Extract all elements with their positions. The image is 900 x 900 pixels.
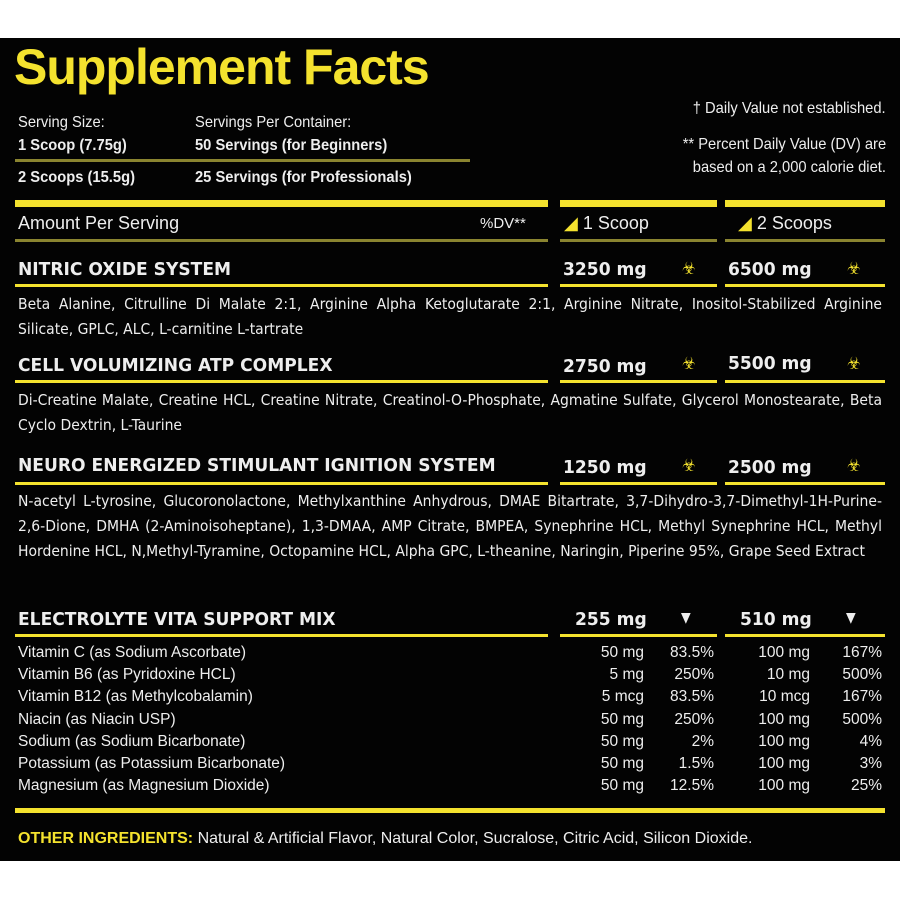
amount-per-serving: Amount Per Serving [18,213,180,233]
thick-bar [15,200,548,207]
servings-per-container-label: Servings Per Container: [195,114,352,131]
dv-1: 2% [691,732,714,750]
amount-2: 100 mg [758,732,810,750]
servings-1: 50 Servings (for Beginners) [195,137,388,154]
divider [15,284,548,287]
dv-header: %DV** [480,215,526,232]
section-name: NEURO ENERGIZED STIMULANT IGNITION SYSTE… [18,455,496,476]
dv-2: 4% [859,732,882,750]
divider [560,482,717,485]
dv-2: 500% [842,666,882,684]
dv-2: 167% [842,688,882,706]
divider [725,482,885,485]
divider [15,634,548,637]
divider [560,380,717,383]
dv-2: 500% [842,710,882,728]
col2-header: 2 Scoops [756,213,832,233]
scoop-icon: ◢ [738,213,752,233]
section-value-1: 1250 mg [563,457,647,478]
vitamin-name: Vitamin B12 (as Methylcobalamin) [18,688,253,706]
amount-1: 5 mcg [601,688,644,706]
dv-note-1: ** Percent Daily Value (DV) are [682,136,886,153]
section-name: NITRIC OXIDE SYSTEM [18,259,232,280]
divider [725,634,885,637]
amount-2: 100 mg [758,710,810,728]
vitamin-name: Potassium (as Potassium Bicarbonate) [18,755,286,772]
serving-size-label: Serving Size: [18,114,105,131]
amount-1: 50 mg [600,644,644,661]
biohazard-icon: ☣ [847,259,861,279]
dv-1: 1.5% [678,755,714,772]
section-value-2: 5500 mg [728,353,812,374]
serving-size-2: 2 Scoops (15.5g) [18,169,135,186]
section-value-1: 2750 mg [563,356,647,377]
thick-bar [560,200,717,207]
page-title: Supplement Facts [14,39,430,95]
section-name: CELL VOLUMIZING ATP COMPLEX [18,355,333,376]
divider [15,159,470,162]
divider [725,239,885,242]
section-value-1: 255 mg [575,609,647,630]
thick-bar [725,200,885,207]
amount-2: 10 mg [766,666,810,684]
divider [725,284,885,287]
amount-2: 100 mg [758,755,810,772]
amount-2: 10 mcg [759,688,810,706]
section-value-2: 2500 mg [728,457,812,478]
biohazard-icon: ☣ [682,354,696,374]
section-value-2: 510 mg [740,609,812,630]
amount-1: 50 mg [600,732,644,750]
dv-2: 3% [859,755,882,772]
section-value-2: 6500 mg [728,259,812,280]
dv-2: 25% [850,777,882,795]
triangle-down-icon: ▼ [846,610,856,626]
amount-1: 50 mg [600,755,644,772]
biohazard-icon: ☣ [847,456,861,476]
divider [15,482,548,485]
dv-1: 12.5% [670,777,714,795]
section-name: ELECTROLYTE VITA SUPPORT MIX [18,609,336,630]
section-ingredients: Beta Alanine, Citrulline Di Malate 2:1, … [18,295,882,338]
serving-size-1: 1 Scoop (7.75g) [18,137,127,154]
bottom-bar [15,808,885,813]
servings-2: 25 Servings (for Professionals) [195,169,412,186]
scoop-icon: ◢ [564,213,578,233]
dv-1: 83.5% [670,644,714,661]
amount-1: 5 mg [609,666,644,684]
divider [15,380,548,383]
amount-2: 100 mg [758,644,810,661]
vitamin-name: Vitamin C (as Sodium Ascorbate) [18,644,247,661]
amount-1: 50 mg [600,710,644,728]
dagger-note: † Daily Value not established. [693,100,886,117]
divider [725,380,885,383]
dv-1: 250% [674,710,714,728]
section-ingredients: N-acetyl L-tyrosine, Glucoronolactone, M… [18,492,882,560]
divider [560,239,717,242]
supplement-facts-panel: Supplement Facts Serving Size: Servings … [0,38,900,861]
section-ingredients: Di-Creatine Malate, Creatine HCL, Creati… [18,391,882,434]
amount-2: 100 mg [758,777,810,795]
divider [560,634,717,637]
biohazard-icon: ☣ [682,259,696,279]
amount-1: 50 mg [600,777,644,795]
dv-1: 83.5% [670,688,714,706]
biohazard-icon: ☣ [682,456,696,476]
other-ingredients-text: Natural & Artificial Flavor, Natural Col… [193,830,753,847]
col1-header: 1 Scoop [582,213,649,233]
biohazard-icon: ☣ [847,354,861,374]
dv-2: 167% [842,644,882,661]
dv-note-2: based on a 2,000 calorie diet. [692,159,886,176]
divider [560,284,717,287]
section-value-1: 3250 mg [563,259,647,280]
vitamin-name: Sodium (as Sodium Bicarbonate) [18,732,246,750]
vitamin-name: Magnesium (as Magnesium Dioxide) [18,777,270,795]
divider [15,239,548,242]
triangle-down-icon: ▼ [681,610,691,626]
other-ingredients-label: OTHER INGREDIENTS: [18,830,194,847]
vitamin-name: Niacin (as Niacin USP) [18,710,176,728]
dv-1: 250% [674,666,714,684]
vitamin-name: Vitamin B6 (as Pyridoxine HCL) [18,666,236,684]
